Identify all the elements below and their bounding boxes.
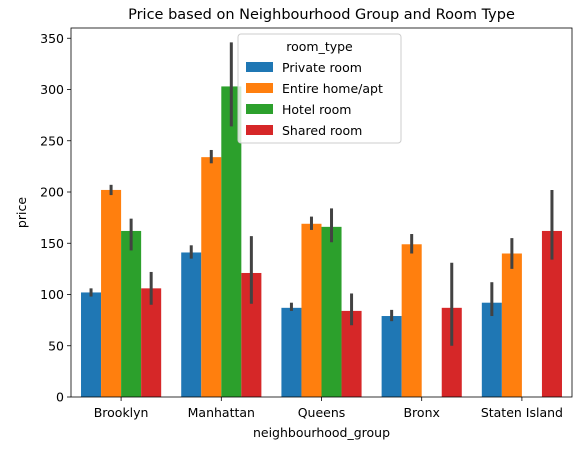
y-tick-label: 250 [40,133,64,148]
bar [141,288,162,397]
legend-entry: Hotel room [282,102,351,117]
x-tick-label: Staten Island [481,405,563,420]
bar [501,253,522,397]
bar [381,316,402,397]
bar [301,223,322,397]
y-axis-label: price [14,197,29,228]
plot-frame [70,27,573,398]
y-tick-label: 200 [40,185,64,200]
legend-swatch [246,125,273,135]
legend-title: room_type [286,39,353,54]
bar [341,310,362,397]
y-tick-label: 350 [40,31,64,46]
bar [321,226,342,397]
legend-swatch [246,104,273,114]
y-tick-label: 150 [40,236,64,251]
x-tick-label: Brooklyn [94,405,149,420]
x-tick-label: Manhattan [188,405,255,420]
x-axis: Brooklyn Manhattan Queens Bronx Staten Islan… [94,397,563,420]
bar [281,307,302,397]
bar [181,252,202,397]
x-tick-label: Bronx [403,405,439,420]
bar [81,292,102,397]
legend-entry: Entire home/apt [282,81,383,96]
bar [121,230,142,397]
x-axis-label: neighbourhood_group [253,425,390,440]
bars-group [81,42,562,398]
bar [201,157,222,397]
bar [221,86,242,398]
legend-entry: Private room [282,60,362,75]
y-tick-label: 50 [48,338,64,353]
legend: room_type Private room Entire home/apt Hote… [237,33,402,144]
y-axis: 0 50 100 150 200 250 300 350 [40,31,71,405]
legend-swatch [246,83,273,93]
legend-box [237,33,402,144]
bar [241,272,262,397]
legend-swatch [246,62,273,72]
y-tick-label: 300 [40,82,64,97]
bar [401,244,422,397]
bar [541,230,562,397]
bar [441,307,462,397]
legend-entry: Shared room [282,123,362,138]
x-tick-label: Queens [298,405,346,420]
bar [481,302,502,397]
chart-title: Price based on Neighbourhood Group and R… [128,7,515,23]
bar [101,189,122,397]
y-tick-label: 0 [56,390,64,405]
y-tick-label: 100 [40,287,64,302]
